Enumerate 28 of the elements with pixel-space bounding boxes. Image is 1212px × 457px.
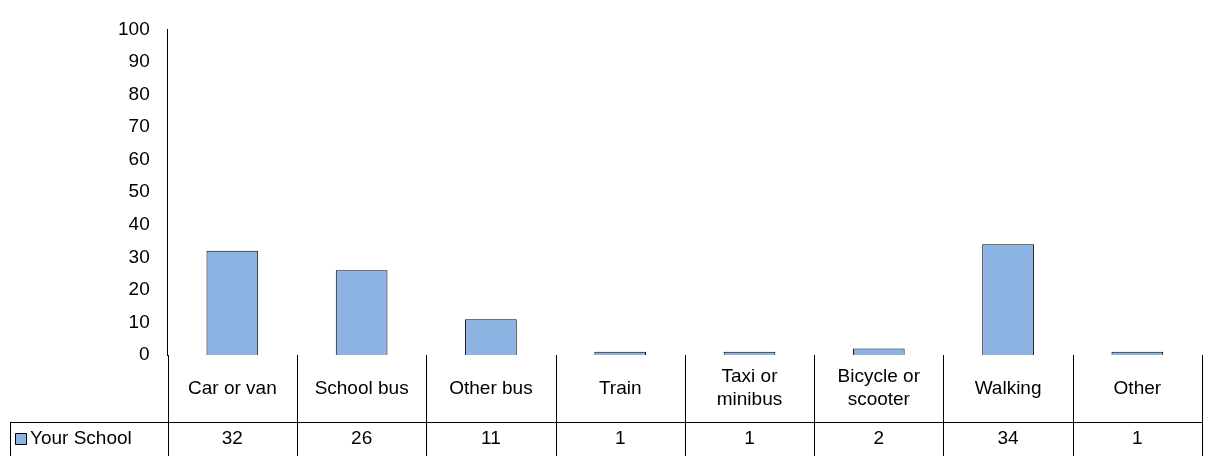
y-tick-label: 40 xyxy=(128,212,150,234)
x-tick-label: Other xyxy=(1113,376,1162,398)
x-tick-label: Car or van xyxy=(187,376,277,398)
data-label: 34 xyxy=(997,427,1020,449)
y-tick-label: 90 xyxy=(128,50,150,72)
x-tick-label: Train xyxy=(598,376,642,398)
y-tick-label: 80 xyxy=(128,82,150,104)
y-tick-label: 10 xyxy=(128,310,150,332)
x-tick-label: Walking xyxy=(974,376,1042,398)
y-tick-label: 100 xyxy=(118,17,150,39)
x-tick-label: Taxi or minibus xyxy=(716,365,783,410)
y-tick-label: 50 xyxy=(128,180,150,202)
x-tick-label: Other bus xyxy=(449,376,533,398)
data-label: 2 xyxy=(873,427,885,449)
y-tick-label: 30 xyxy=(128,245,150,267)
y-tick-label: 70 xyxy=(128,115,150,137)
data-label: 32 xyxy=(221,427,243,449)
y-tick-label: 0 xyxy=(139,343,150,365)
data-label: 11 xyxy=(481,427,501,449)
data-label: 1 xyxy=(1132,427,1143,449)
y-tick-label: 60 xyxy=(128,147,150,169)
legend-label: Your School xyxy=(30,427,132,449)
data-label: 26 xyxy=(351,427,373,449)
x-tick-label: School bus xyxy=(314,376,409,398)
data-label: 1 xyxy=(744,427,755,449)
data-label: 1 xyxy=(614,427,626,449)
x-tick-label: Bicycle or scooter xyxy=(837,365,921,410)
y-tick-label: 20 xyxy=(128,278,150,300)
